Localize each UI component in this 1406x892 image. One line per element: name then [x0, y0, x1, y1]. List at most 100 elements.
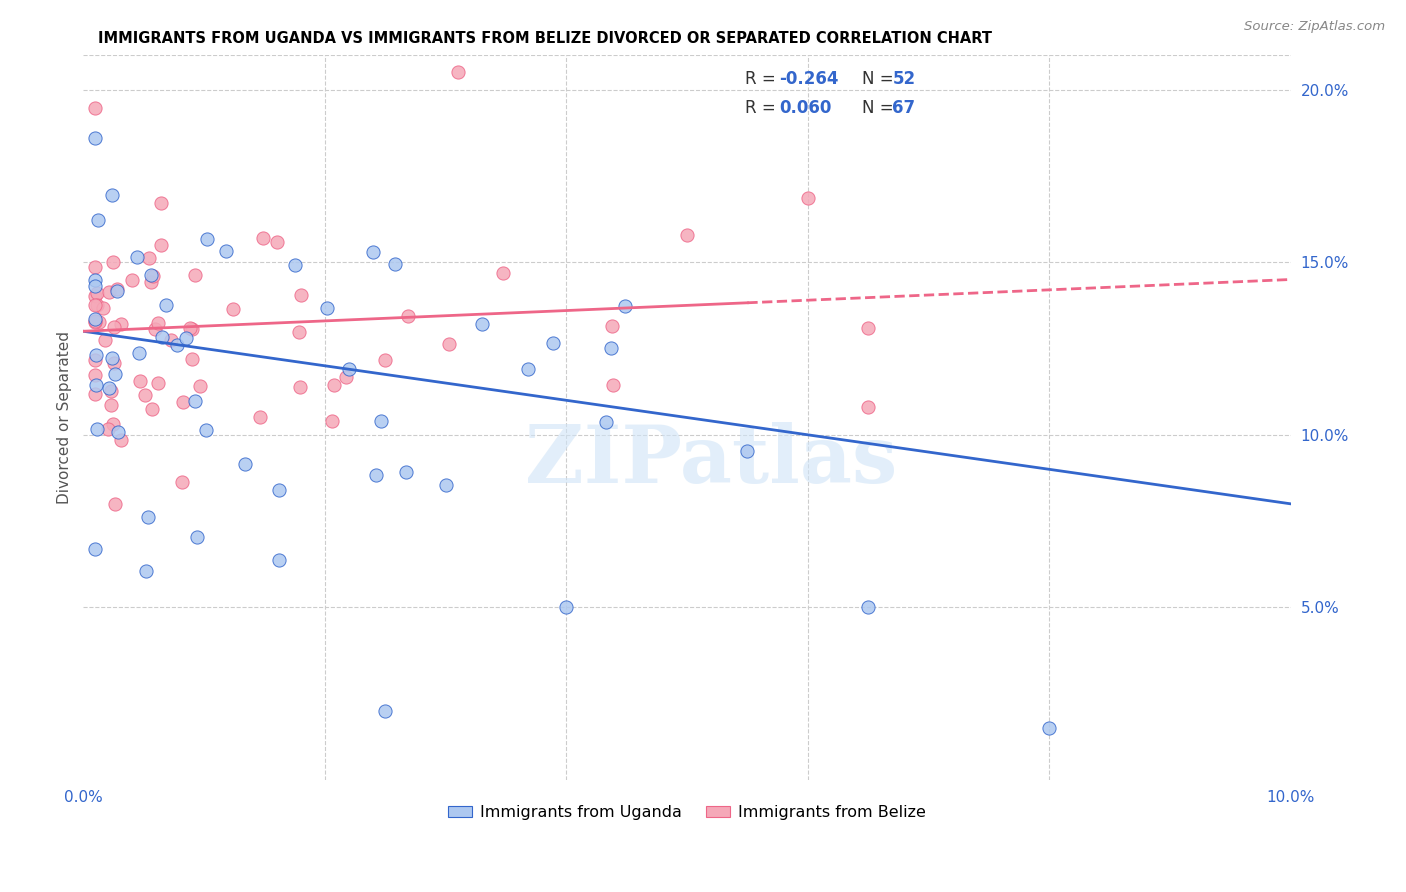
Legend: Immigrants from Uganda, Immigrants from Belize: Immigrants from Uganda, Immigrants from … — [441, 798, 932, 826]
Point — [84, 314, 107, 328]
Text: R =: R = — [745, 70, 780, 87]
Point — [595, 415, 617, 429]
Text: 52: 52 — [893, 70, 915, 87]
Point — [364, 468, 387, 483]
Point — [84, 315, 107, 329]
Point — [142, 269, 165, 284]
Point — [321, 414, 343, 428]
Point — [100, 351, 122, 365]
Point — [174, 331, 197, 345]
Point — [84, 131, 107, 145]
Point — [181, 322, 204, 336]
Point — [146, 316, 169, 330]
Point — [101, 188, 124, 202]
Point — [599, 341, 621, 355]
Point — [396, 309, 419, 323]
Point — [856, 321, 879, 335]
Point — [105, 284, 128, 298]
Point — [84, 349, 107, 363]
Point — [103, 320, 125, 334]
Point — [100, 384, 122, 398]
Point — [104, 497, 127, 511]
Point — [86, 298, 108, 312]
Point — [103, 356, 125, 370]
Point — [676, 228, 699, 243]
Point — [284, 259, 307, 273]
Point — [471, 318, 494, 332]
Point — [600, 319, 623, 334]
Point — [1038, 721, 1060, 735]
Point — [737, 443, 759, 458]
Point — [195, 232, 218, 246]
Point — [249, 409, 271, 424]
Point — [602, 378, 624, 392]
Point — [267, 552, 290, 566]
Point — [446, 65, 468, 79]
Point — [84, 279, 107, 293]
Point — [323, 378, 346, 392]
Point — [141, 268, 163, 282]
Point — [101, 255, 124, 269]
Point — [84, 353, 107, 368]
Point — [194, 423, 217, 437]
Point — [143, 322, 166, 336]
Point — [84, 102, 107, 116]
Point — [179, 321, 201, 335]
Point — [856, 400, 879, 414]
Point — [370, 414, 392, 428]
Point — [437, 336, 460, 351]
Point — [84, 368, 107, 383]
Point — [86, 286, 108, 301]
Point — [541, 336, 564, 351]
Point — [184, 268, 207, 282]
Point — [141, 401, 163, 416]
Point — [84, 289, 107, 303]
Point — [127, 250, 149, 264]
Point — [84, 541, 107, 556]
Point — [797, 191, 820, 205]
Point — [363, 245, 385, 260]
Y-axis label: Divorced or Separated: Divorced or Separated — [58, 331, 72, 504]
Point — [128, 346, 150, 360]
Point — [100, 398, 122, 412]
Point — [374, 353, 396, 368]
Text: N =: N = — [862, 99, 898, 117]
Text: ZIPatlas: ZIPatlas — [524, 422, 897, 500]
Point — [121, 272, 143, 286]
Point — [395, 465, 418, 479]
Point — [87, 213, 110, 227]
Point — [555, 600, 578, 615]
Point — [335, 370, 357, 384]
Point — [98, 381, 121, 395]
Point — [166, 338, 188, 352]
Point — [107, 282, 129, 296]
Point — [97, 422, 120, 436]
Point — [93, 301, 115, 315]
Point — [84, 377, 107, 392]
Point — [186, 530, 208, 544]
Point — [288, 380, 311, 394]
Point — [184, 394, 207, 409]
Point — [252, 231, 274, 245]
Point — [172, 395, 194, 409]
Text: -0.264: -0.264 — [779, 70, 838, 87]
Point — [384, 257, 406, 271]
Point — [613, 298, 636, 312]
Point — [188, 378, 211, 392]
Point — [86, 421, 108, 435]
Point — [84, 272, 107, 286]
Point — [87, 315, 110, 329]
Point — [222, 302, 245, 317]
Point — [181, 352, 204, 367]
Point — [138, 251, 160, 265]
Point — [150, 330, 173, 344]
Point — [288, 325, 311, 339]
Point — [337, 362, 360, 376]
Text: 67: 67 — [893, 99, 915, 117]
Point — [856, 600, 879, 615]
Point — [316, 301, 339, 315]
Point — [84, 312, 107, 326]
Point — [155, 298, 177, 312]
Point — [233, 457, 256, 471]
Point — [110, 317, 132, 331]
